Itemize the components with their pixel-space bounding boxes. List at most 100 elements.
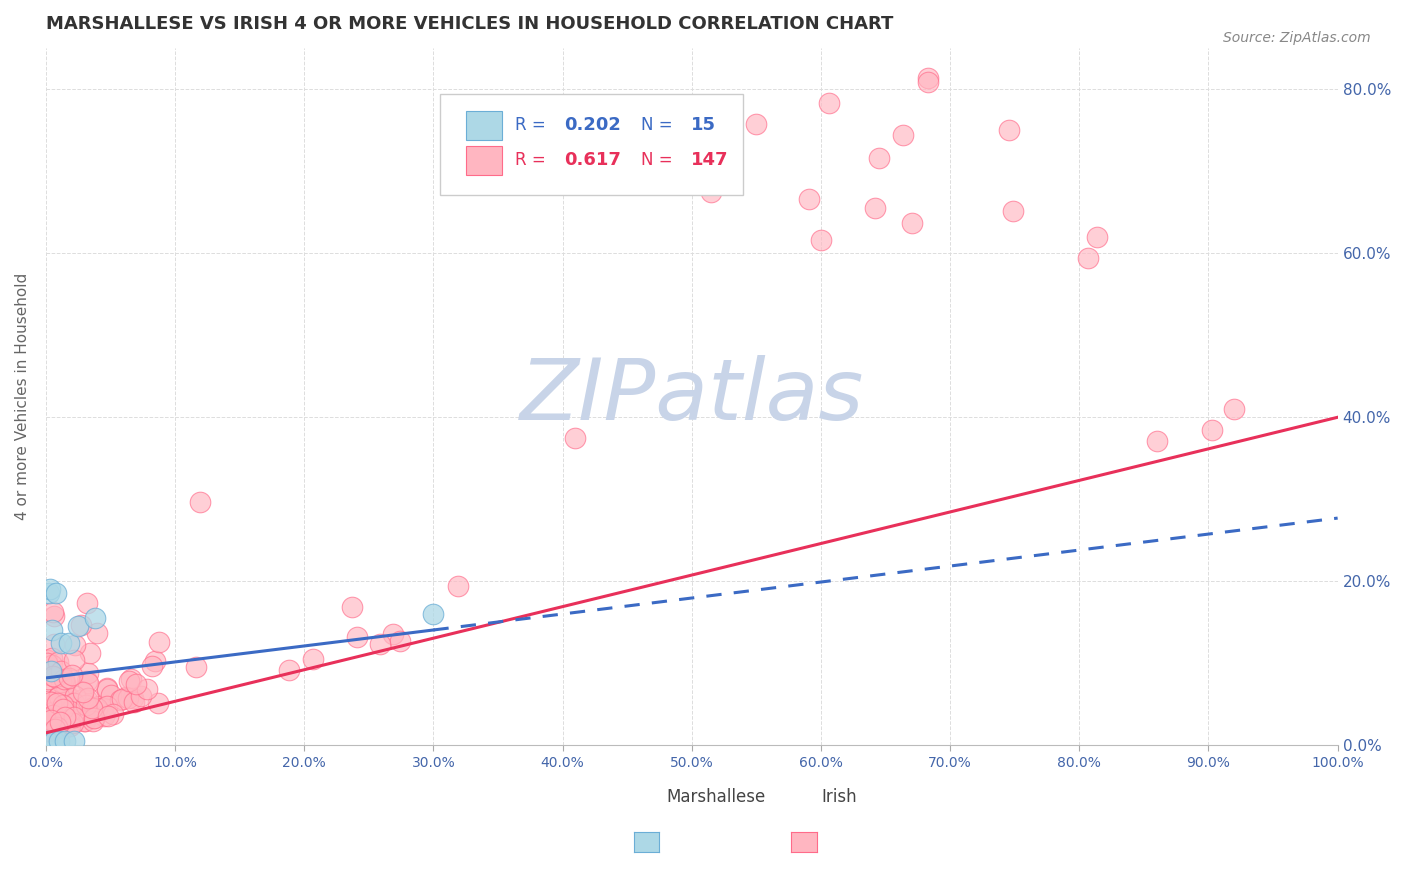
Point xyxy=(93,701,115,715)
Point xyxy=(44,713,66,727)
Text: Source: ZipAtlas.com: Source: ZipAtlas.com xyxy=(1223,31,1371,45)
Point xyxy=(76,596,98,610)
Point xyxy=(146,696,169,710)
Point xyxy=(65,689,87,703)
Point xyxy=(118,673,141,688)
Text: MARSHALLESE VS IRISH 4 OR MORE VEHICLES IN HOUSEHOLD CORRELATION CHART: MARSHALLESE VS IRISH 4 OR MORE VEHICLES … xyxy=(46,15,893,33)
Point xyxy=(446,578,468,592)
Text: Irish: Irish xyxy=(821,789,856,806)
Point xyxy=(37,720,59,734)
Point xyxy=(37,734,59,748)
Point xyxy=(41,701,63,715)
Point xyxy=(141,659,163,673)
Point xyxy=(53,721,76,735)
Text: 0.202: 0.202 xyxy=(564,116,621,134)
Point xyxy=(744,117,766,131)
Point xyxy=(1146,434,1168,448)
Point xyxy=(73,714,96,728)
Point xyxy=(53,734,76,748)
Point xyxy=(53,686,76,700)
Point xyxy=(42,669,65,683)
Point xyxy=(45,720,67,734)
Point xyxy=(53,676,76,690)
Point xyxy=(37,657,59,671)
Point xyxy=(122,695,145,709)
Point xyxy=(901,216,924,230)
Point xyxy=(868,151,890,165)
Point xyxy=(52,718,75,732)
Point xyxy=(60,693,83,707)
Point xyxy=(51,696,73,710)
Point xyxy=(63,653,86,667)
Point xyxy=(37,694,59,708)
Point xyxy=(48,689,70,703)
Point xyxy=(39,665,62,679)
Point xyxy=(59,690,82,705)
Point xyxy=(37,653,59,667)
Point xyxy=(49,664,72,678)
Point xyxy=(46,714,69,728)
Point xyxy=(278,663,301,677)
Point xyxy=(82,714,104,728)
FancyBboxPatch shape xyxy=(465,112,502,140)
Point xyxy=(997,123,1019,137)
Point xyxy=(42,609,65,624)
Point xyxy=(69,618,91,632)
Point xyxy=(73,698,96,712)
Point xyxy=(72,692,94,706)
Point xyxy=(58,671,80,685)
Point xyxy=(41,650,63,665)
Text: R =: R = xyxy=(515,116,551,134)
Point xyxy=(700,186,723,200)
Point xyxy=(62,715,84,730)
Point xyxy=(135,681,157,696)
Point xyxy=(122,691,145,706)
Point xyxy=(80,700,103,714)
Point xyxy=(41,624,63,638)
Point xyxy=(1077,251,1099,265)
Point xyxy=(86,625,108,640)
Text: N =: N = xyxy=(641,151,678,169)
Point xyxy=(52,714,75,729)
Point xyxy=(53,710,76,724)
Point xyxy=(37,688,59,702)
Point xyxy=(51,721,73,735)
Point xyxy=(368,637,391,651)
Point xyxy=(108,693,131,707)
Point xyxy=(863,201,886,215)
Point xyxy=(39,721,62,735)
Point xyxy=(63,696,86,710)
Point xyxy=(564,431,586,445)
Point xyxy=(37,724,59,739)
Text: ZIPatlas: ZIPatlas xyxy=(520,355,863,438)
Point xyxy=(44,670,66,684)
Point xyxy=(103,706,125,721)
Point xyxy=(1222,402,1244,417)
Text: 15: 15 xyxy=(690,116,716,134)
Point xyxy=(52,698,75,713)
Point xyxy=(389,634,412,648)
Point xyxy=(60,668,83,682)
Point xyxy=(42,706,65,720)
Point xyxy=(66,708,89,723)
Point xyxy=(45,586,67,600)
Point xyxy=(52,702,75,716)
Point xyxy=(53,705,76,719)
Point xyxy=(42,734,65,748)
Point xyxy=(188,495,211,509)
Point xyxy=(111,691,134,706)
Y-axis label: 4 or more Vehicles in Household: 4 or more Vehicles in Household xyxy=(15,273,30,520)
Point xyxy=(37,711,59,725)
Text: R =: R = xyxy=(515,151,551,169)
Point xyxy=(42,719,65,733)
Point xyxy=(75,714,97,729)
Point xyxy=(100,688,122,702)
Point xyxy=(46,696,69,710)
Point xyxy=(797,192,820,206)
Point xyxy=(382,626,405,640)
Point xyxy=(37,718,59,732)
Point xyxy=(42,707,65,722)
Point xyxy=(77,675,100,690)
Point xyxy=(59,719,82,733)
Point xyxy=(59,715,82,730)
